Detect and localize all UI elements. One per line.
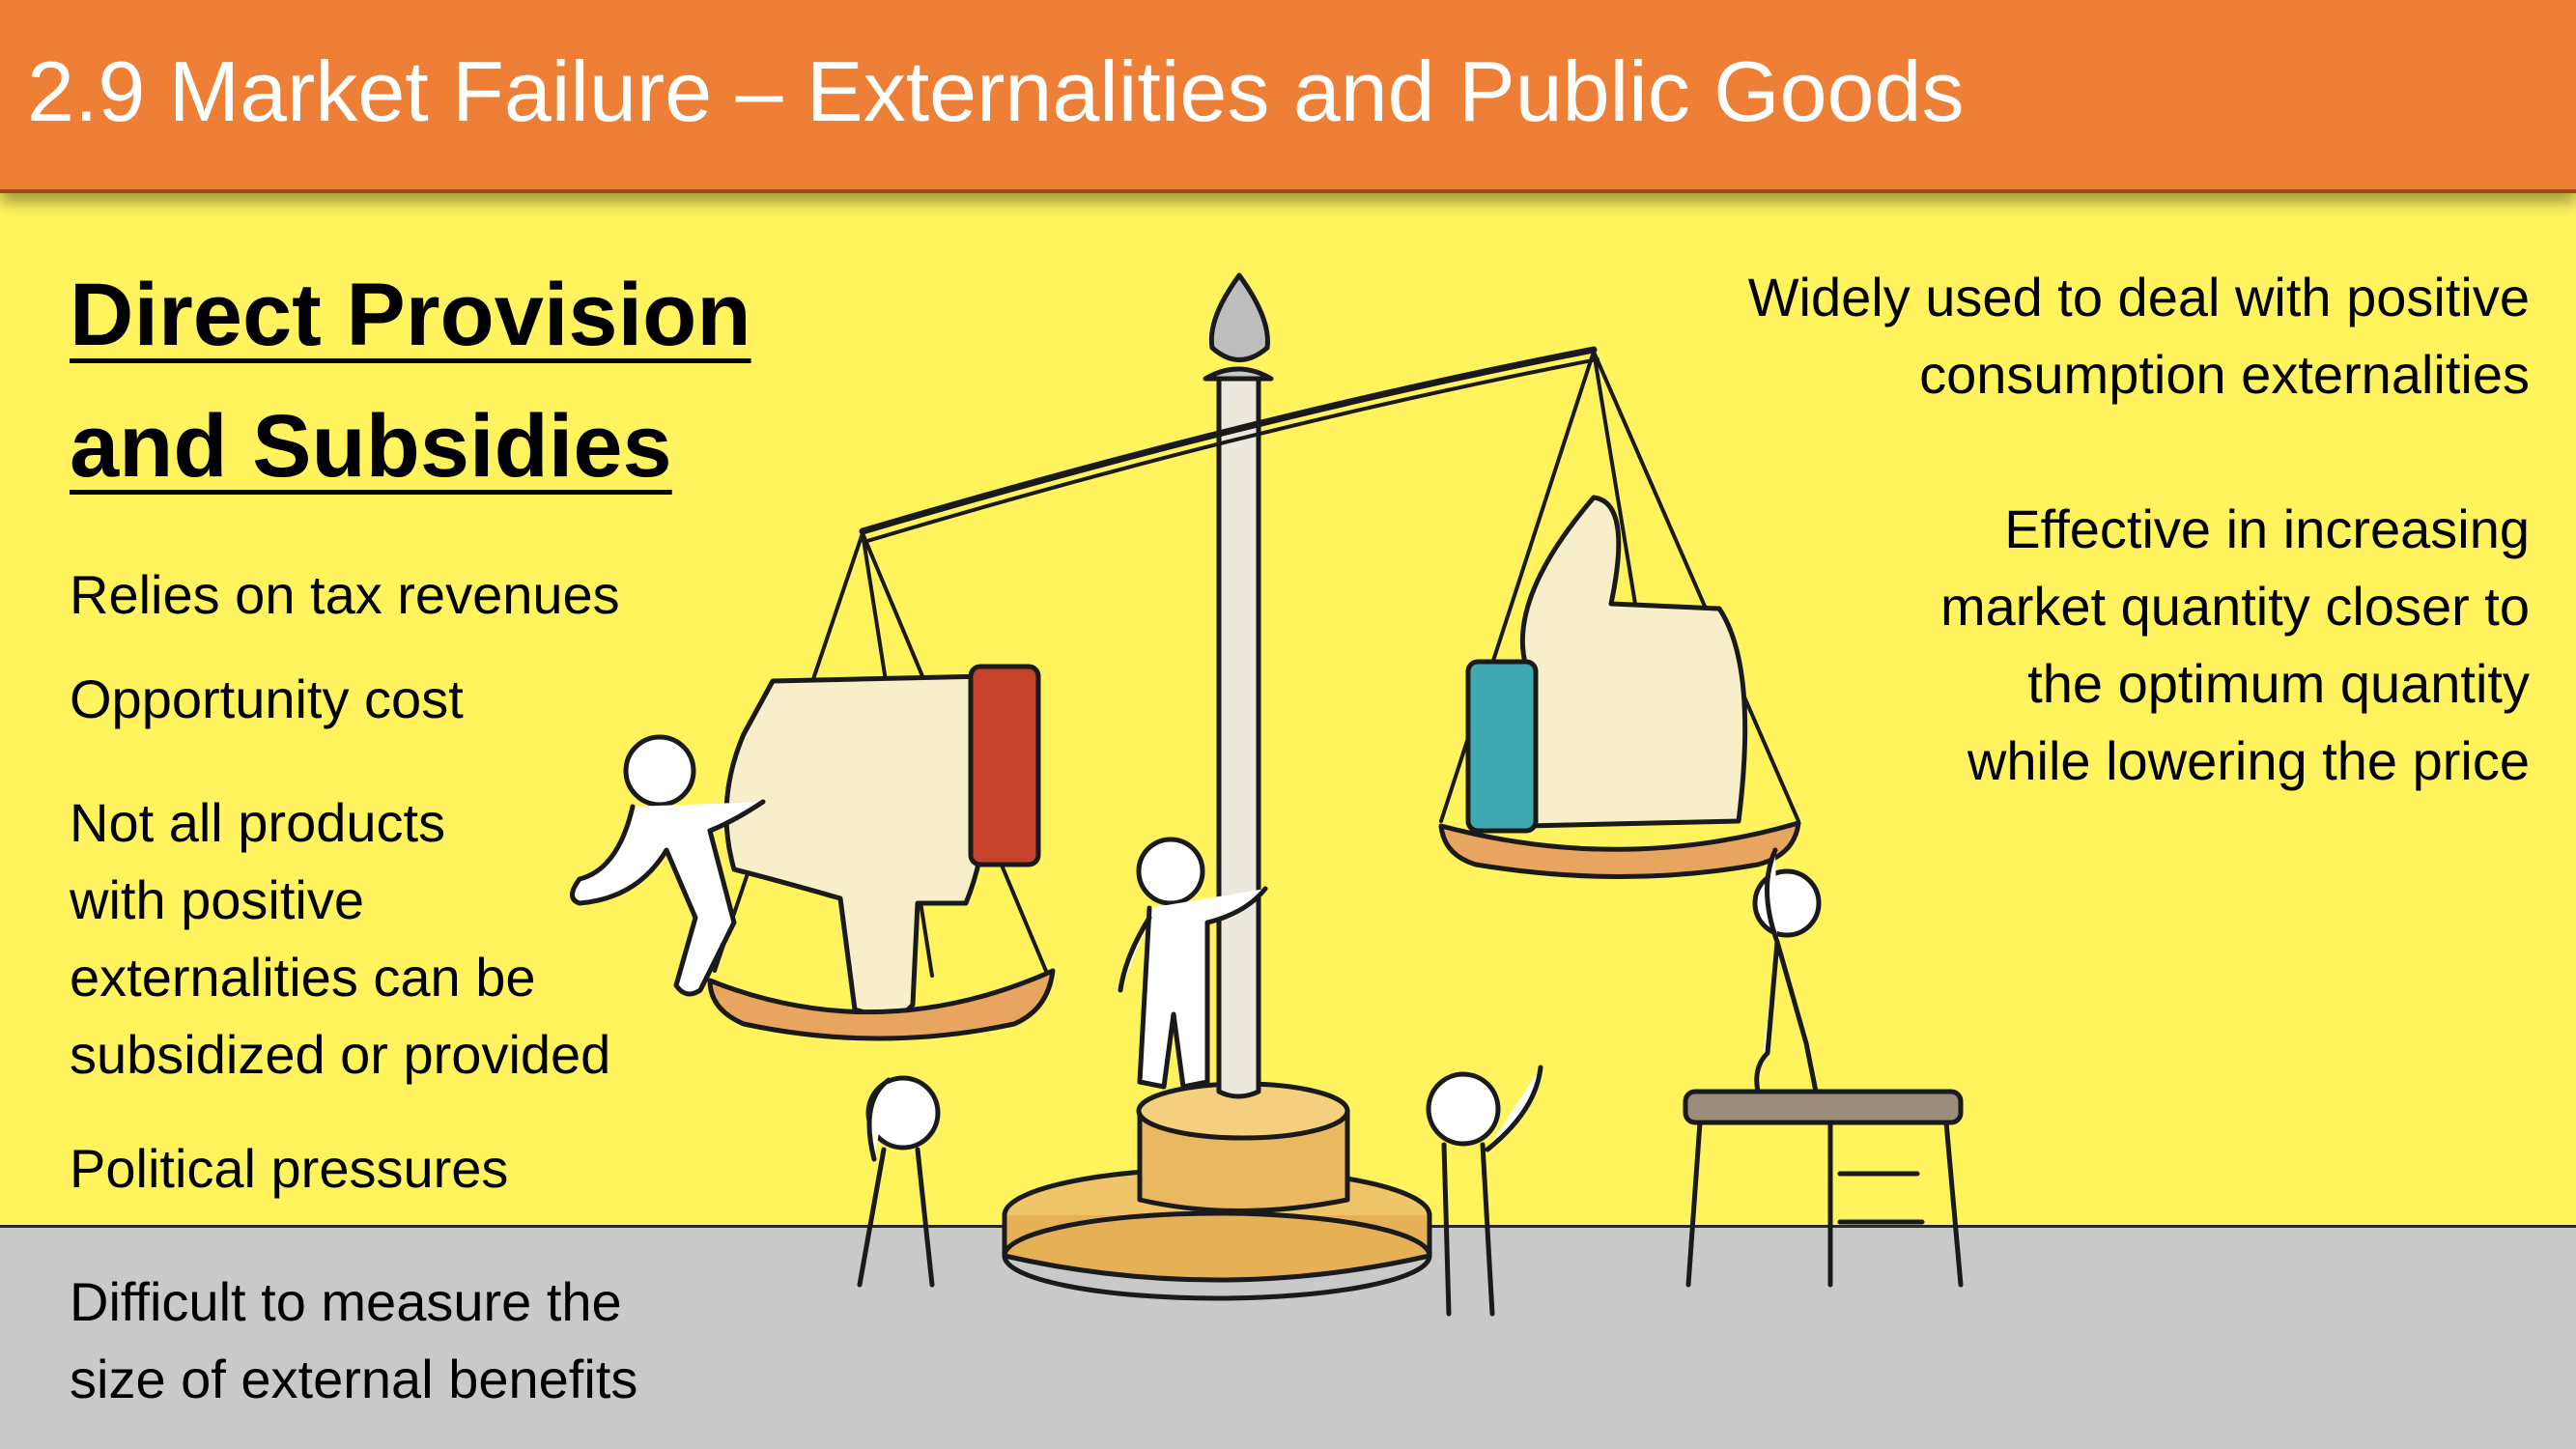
heading-line: Direct Provision (70, 266, 751, 364)
thumbs-up-icon (1465, 495, 1748, 834)
title-bar: 2.9 Market Failure – Externalities and P… (0, 0, 2576, 193)
left-point-not-all-products: Not all products with positive externali… (70, 792, 611, 1085)
slide-title: 2.9 Market Failure – Externalities and P… (27, 43, 1965, 139)
right-point-effective: Effective in increasing market quantity … (1939, 498, 2530, 791)
right-point-widely-used: Widely used to deal with positive consum… (1747, 267, 2530, 405)
thumbs-down-icon (723, 664, 1041, 1018)
stick-figure-icon (570, 734, 1822, 1317)
balance-scale-icon (570, 272, 1964, 1317)
left-point-opportunity-cost: Opportunity cost (70, 668, 464, 729)
left-point-tax-revenues: Relies on tax revenues (70, 564, 620, 625)
section-heading: Direct Provision and Subsidies (70, 249, 751, 512)
stool-icon (1683, 1089, 1964, 1288)
heading-line: and Subsidies (70, 397, 672, 496)
left-point-difficult-to-measure: Difficult to measure the size of externa… (70, 1271, 638, 1409)
left-point-political-pressures: Political pressures (70, 1138, 509, 1199)
